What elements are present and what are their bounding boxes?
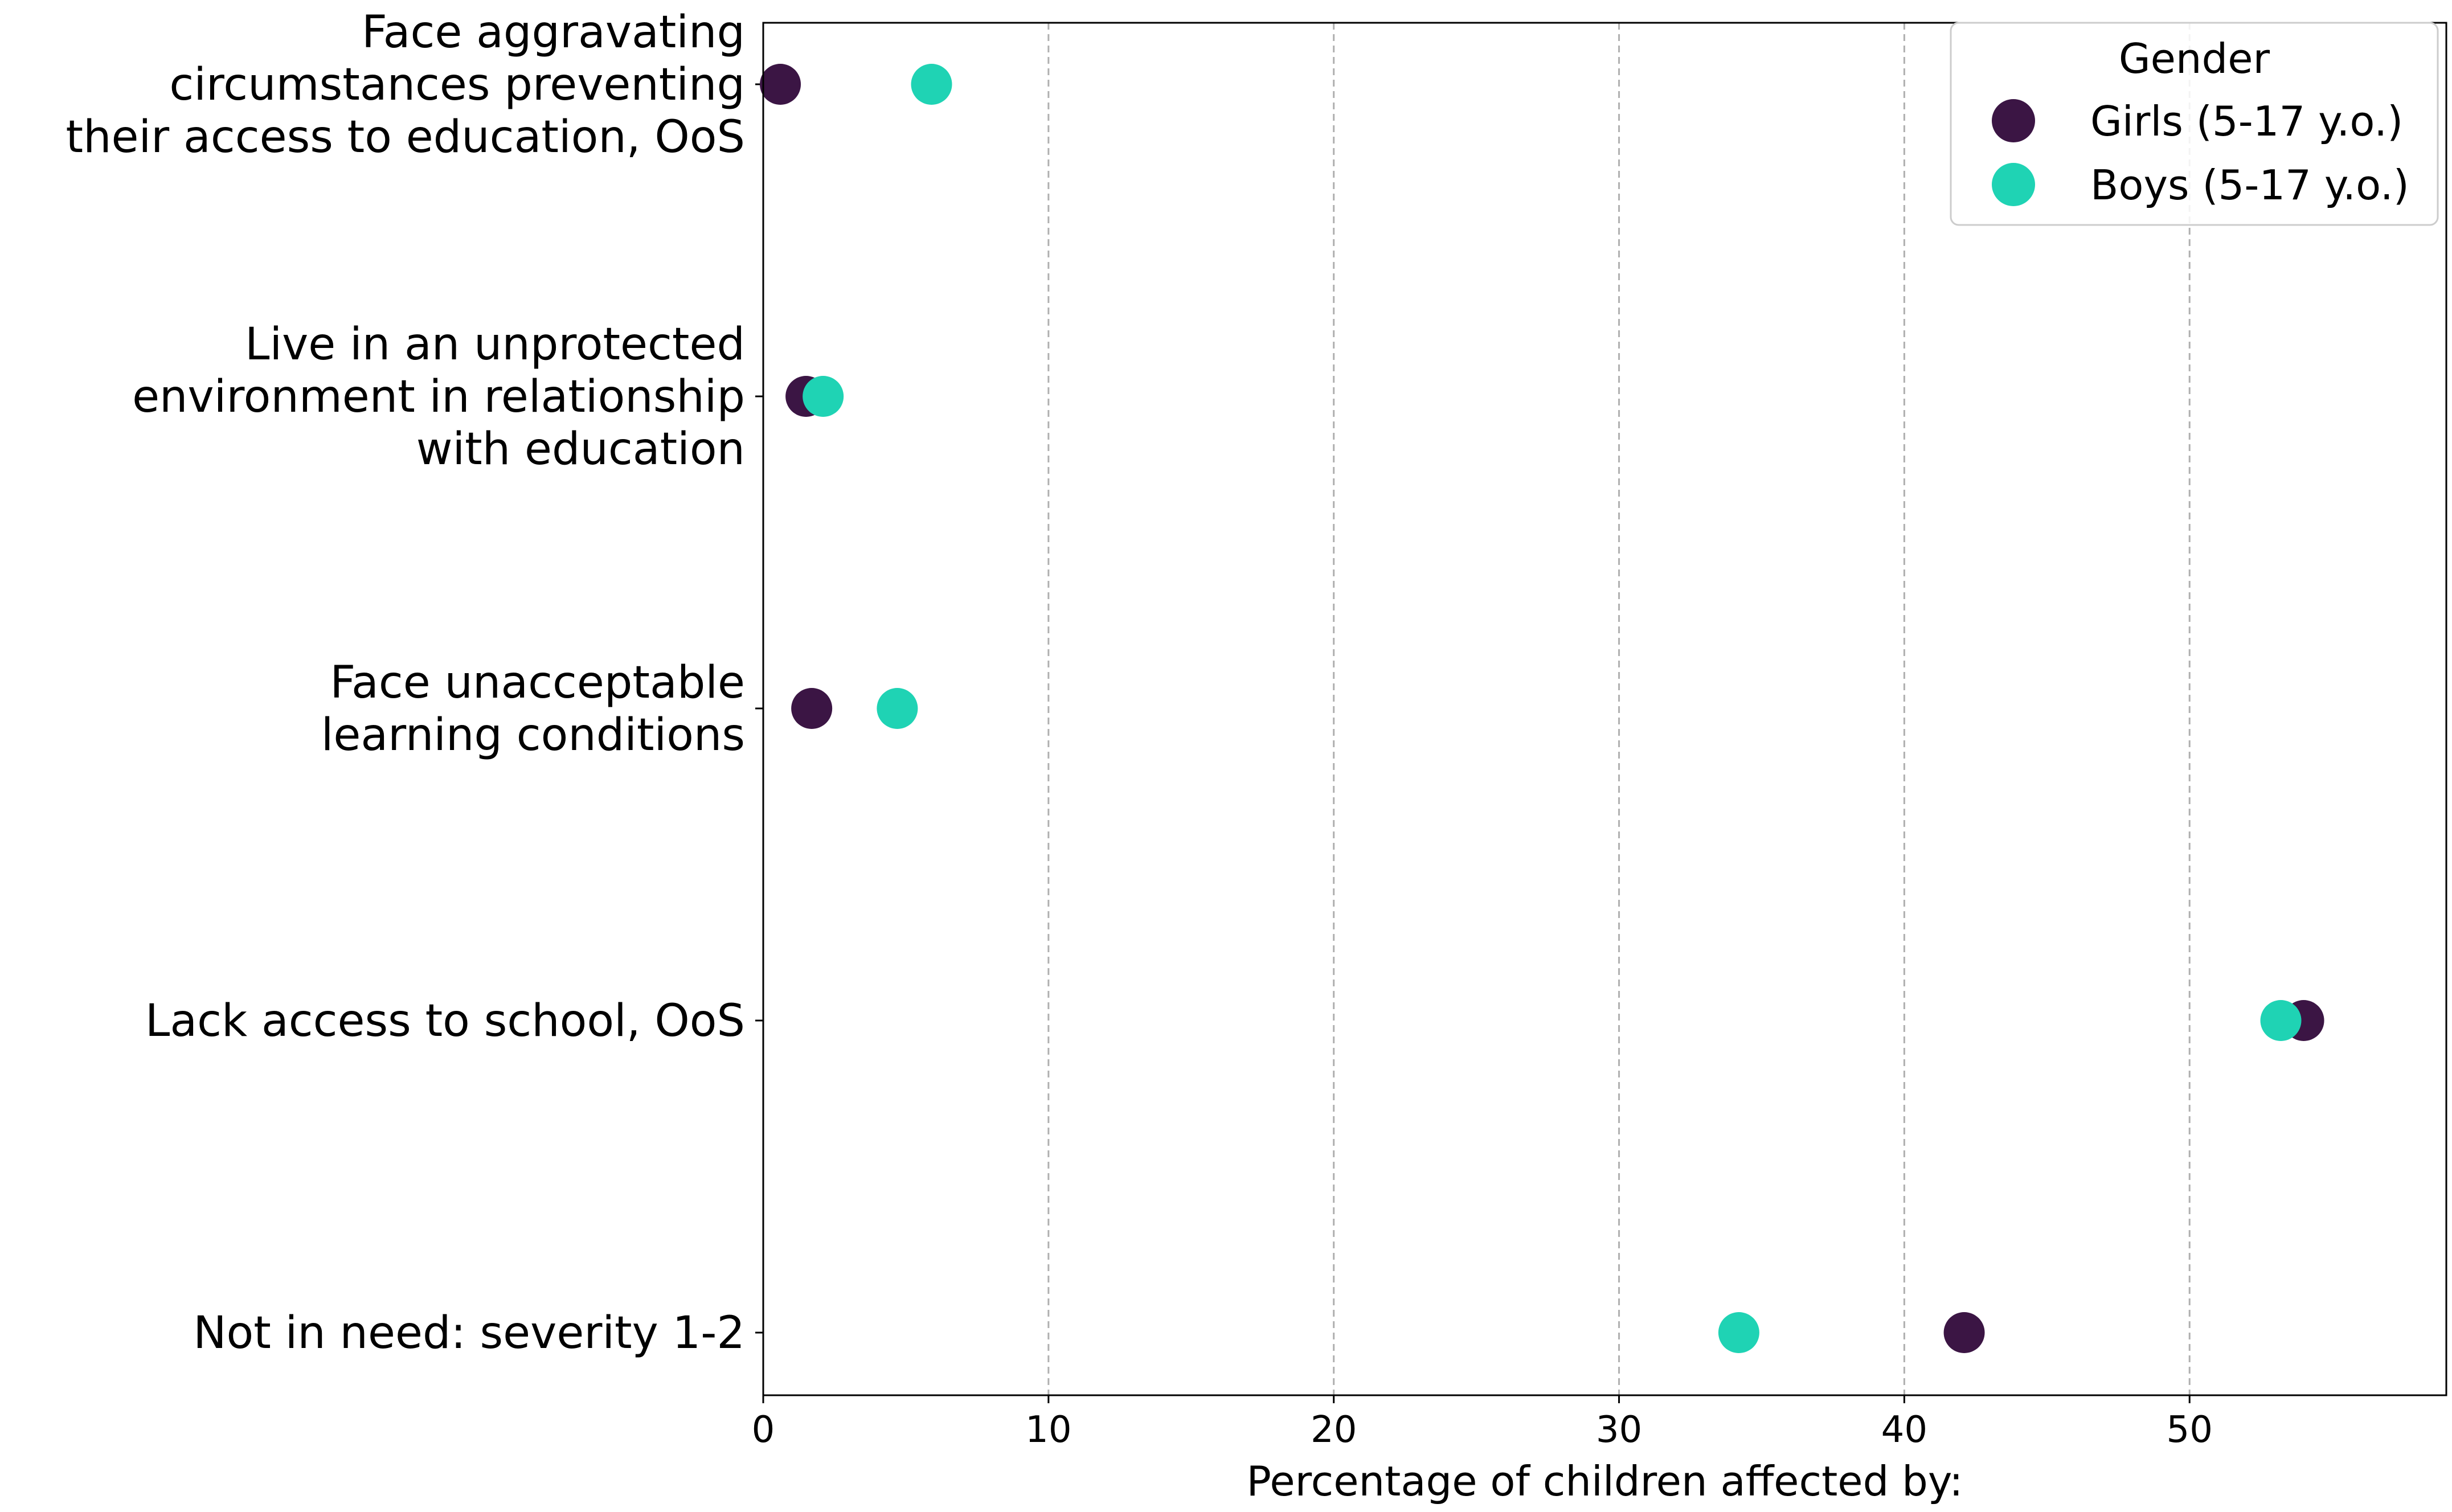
legend-title: Gender (2119, 35, 2270, 83)
data-points (760, 64, 2324, 1353)
legend-marker (1992, 163, 2035, 206)
legend-marker (1992, 99, 2035, 142)
category-label-line: Face unacceptable (330, 657, 745, 708)
category-label-line: Lack access to school, OoS (145, 995, 745, 1047)
legend-box (1950, 22, 2439, 226)
x-tick-label: 40 (1881, 1409, 1927, 1451)
legend-entry-label: Girls (5-17 y.o.) (2090, 97, 2403, 145)
boys-point (803, 376, 844, 417)
category-label-line: with education (416, 424, 745, 475)
x-gridlines (1047, 23, 2191, 1395)
x-axis-title: Percentage of children affected by: (1246, 1457, 1963, 1505)
boys-point (877, 688, 918, 729)
plot-frame (762, 22, 2447, 1396)
category-label-line: circumstances preventing (169, 59, 745, 110)
x-tick-label: 0 (752, 1409, 775, 1451)
category-label: Lack access to school, OoS (145, 995, 745, 1047)
y-tick-marks (755, 83, 763, 1334)
category-label-line: Not in need: severity 1-2 (193, 1308, 745, 1359)
category-label-line: Face aggravating (362, 7, 745, 58)
legend-entry-label: Boys (5-17 y.o.) (2090, 161, 2409, 209)
girls-point (760, 64, 801, 105)
category-label-line: Live in an unprotected (245, 319, 745, 370)
girls-point (791, 688, 833, 729)
girls-point (1943, 1312, 1985, 1353)
category-label: Not in need: severity 1-2 (193, 1308, 745, 1359)
x-tick-label: 20 (1311, 1409, 1357, 1451)
category-label-line: learning conditions (321, 710, 745, 761)
category-label: Face unacceptable learning conditions (321, 657, 745, 761)
category-label-line: their access to education, OoS (66, 112, 745, 163)
x-tick-label: 30 (1596, 1409, 1642, 1451)
category-label: Live in an unprotected environment in rel… (132, 319, 745, 475)
boys-point (1718, 1312, 1759, 1353)
x-tick-label: 10 (1025, 1409, 1071, 1451)
y-axis-category-labels: Face aggravating circumstances preventing… (66, 7, 745, 1359)
x-axis-ticks: 0 10 20 30 40 50 (752, 1395, 2213, 1451)
boys-point (911, 64, 952, 105)
category-label-line: environment in relationship (132, 371, 745, 423)
x-tick-label: 50 (2167, 1409, 2213, 1451)
category-label: Face aggravating circumstances preventing… (66, 7, 745, 163)
boys-point (2260, 1000, 2302, 1041)
legend: Gender Girls (5-17 y.o.) Boys (5-17 y.o.) (1950, 22, 2439, 226)
